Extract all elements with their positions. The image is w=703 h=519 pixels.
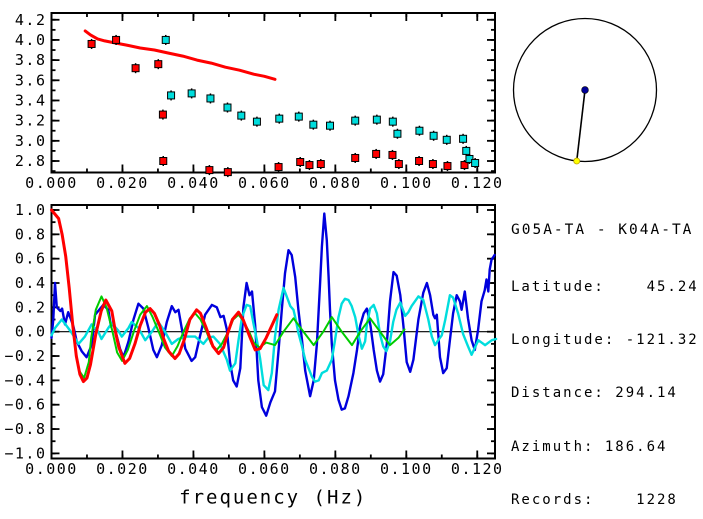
data-point-square [159, 156, 168, 165]
x-tick-label: 0.100 [380, 174, 433, 192]
data-point-square [428, 160, 437, 169]
info-row-latitude: Latitude: 45.24 [511, 279, 699, 295]
x-tick-label: 0.120 [451, 174, 504, 192]
data-point-square [206, 94, 215, 103]
data-point-square [223, 168, 232, 177]
x-tick-label: 0.040 [167, 460, 220, 478]
x-tick-label: 0.060 [238, 174, 291, 192]
data-point-square [167, 91, 176, 100]
y-tick-label: 3.6 [15, 71, 47, 89]
data-point-square [388, 117, 397, 126]
azimuth-line [575, 89, 586, 162]
data-point-square [309, 120, 318, 129]
red-dispersion-curve [83, 29, 277, 81]
data-point-square [237, 111, 246, 120]
y-tick-label: 2.8 [15, 152, 47, 170]
data-point-square [471, 159, 480, 168]
data-point-square [429, 131, 438, 140]
azimuth-endpoint-dot [573, 157, 581, 165]
data-point-square [394, 160, 403, 169]
info-row-azimuth: Azimuth: 186.64 [511, 438, 668, 455]
y-tick-label: 4.0 [15, 31, 47, 49]
y-tick-label: 0.2 [15, 298, 47, 316]
data-point-square [316, 160, 325, 169]
y-tick-label: 3.2 [15, 112, 47, 130]
data-point-square [252, 117, 261, 126]
data-point-square [388, 150, 397, 159]
info-row-distance: Distance: 294.14 [511, 385, 678, 402]
y-tick-label: −0.4 [4, 371, 46, 389]
red-waveform [50, 208, 279, 384]
y-tick-label: −1.0 [4, 444, 46, 462]
x-tick-label: 0.080 [309, 460, 362, 478]
data-point-square [372, 115, 381, 124]
data-point-square [154, 60, 163, 69]
data-point-square [305, 161, 314, 170]
data-point-square [294, 112, 303, 121]
x-tick-label: 0.060 [238, 460, 291, 478]
y-tick-label: 0.4 [15, 274, 47, 292]
dispersion-chart: 0.000 0.020 0.040 0.060 0.080 0.100 0.120 2.8 3.… [15, 11, 504, 192]
red-dispersion-points [87, 34, 469, 178]
x-tick-label: 0.040 [167, 174, 220, 192]
data-point-square [351, 153, 360, 162]
x-axis-title: frequency (Hz) [179, 487, 367, 509]
y-tick-label: 3.0 [15, 132, 47, 150]
data-point-square [393, 129, 402, 138]
y-tick-label: −0.6 [4, 396, 46, 414]
info-row-longitude: Longitude: -121.32 [511, 332, 699, 349]
x-tick-label: 0.020 [96, 460, 149, 478]
data-point-square [161, 35, 170, 44]
data-point-square [326, 121, 335, 130]
data-point-square [112, 35, 121, 44]
data-point-square [415, 126, 424, 135]
cyan-waveform [50, 286, 498, 392]
data-point-square [442, 135, 451, 144]
plot-frame [50, 12, 496, 174]
y-tick-label: 0.0 [15, 323, 47, 341]
data-point-square [275, 114, 284, 123]
y-tick-label: 0.6 [15, 250, 47, 268]
y-tick-label: −0.2 [4, 347, 46, 365]
y-tick-label: 0.8 [15, 225, 47, 243]
info-row-records: Records: 1228 [511, 491, 678, 508]
x-tick-label: 0.120 [451, 460, 504, 478]
data-point-square [459, 134, 468, 143]
blue-waveform [50, 212, 496, 417]
data-point-square [462, 146, 471, 155]
y-tick-label: 1.0 [15, 201, 47, 219]
data-point-square [465, 154, 474, 163]
data-point-square [296, 158, 305, 167]
y-tick-label: 3.4 [15, 91, 47, 109]
compass-circle [512, 17, 658, 163]
data-point-square [415, 156, 424, 165]
station-info-panel: G05A-TA - K04A-TA Latitude: 45.24 Longit… [511, 184, 699, 519]
station-center-dot [581, 86, 589, 94]
x-tick-label: 0.080 [309, 174, 362, 192]
cyan-dispersion-points [161, 34, 480, 169]
station-pair-title: G05A-TA - K04A-TA [511, 222, 694, 238]
x-tick-label: 0.100 [380, 460, 433, 478]
y-tick-label: 4.2 [15, 11, 47, 29]
correlation-chart: 0.000 0.020 0.040 0.060 0.080 0.100 0.120 1.0 0.… [4, 201, 504, 509]
data-point-square [443, 162, 452, 171]
x-tick-label: 0.020 [96, 174, 149, 192]
data-point-square [223, 103, 232, 112]
data-point-square [158, 110, 167, 119]
x-tick-label: 0.000 [25, 174, 78, 192]
data-point-square [187, 89, 196, 98]
data-point-square [205, 166, 214, 175]
data-point-square [372, 149, 381, 158]
data-point-square [131, 64, 140, 73]
y-tick-label: 3.8 [15, 51, 47, 69]
data-point-square [87, 39, 96, 48]
x-tick-label: 0.000 [25, 460, 78, 478]
y-tick-label: −0.8 [4, 420, 46, 438]
data-point-square [274, 163, 283, 172]
data-point-square [460, 161, 469, 170]
data-point-square [351, 116, 360, 125]
azimuth-compass [512, 17, 658, 165]
